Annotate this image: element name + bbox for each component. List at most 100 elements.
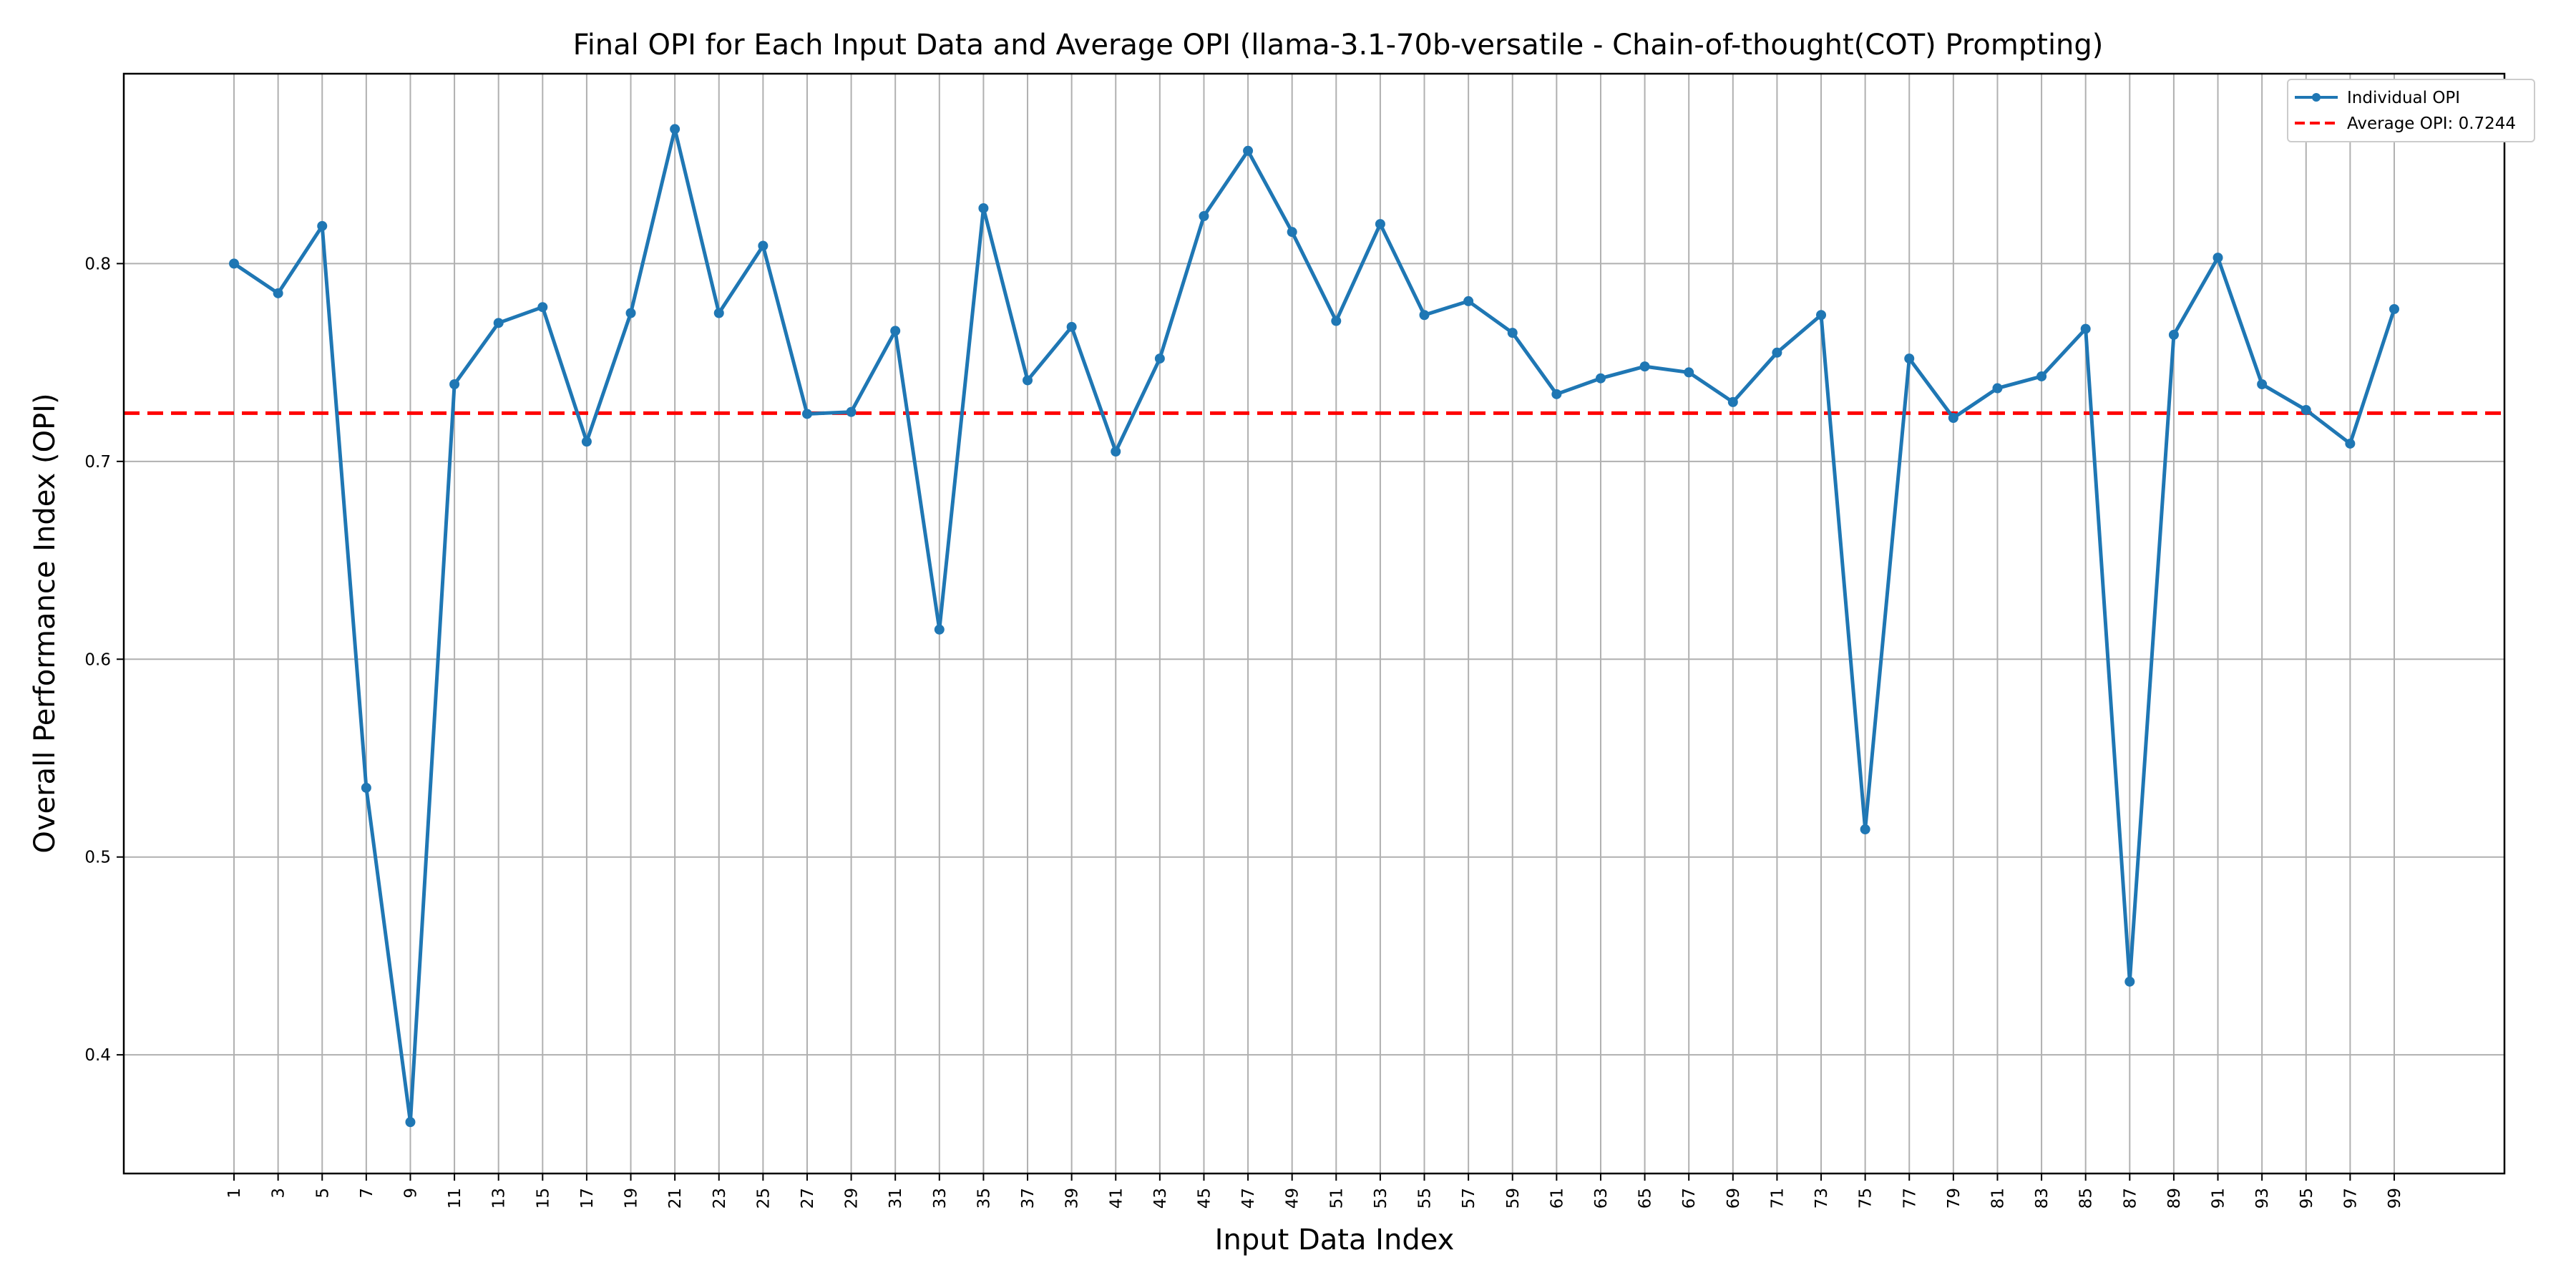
x-tick-label: 89: [2165, 1188, 2184, 1209]
data-point: [1023, 375, 1033, 386]
x-axis-label: Input Data Index: [1215, 1224, 1455, 1257]
x-tick-label: 37: [1019, 1188, 1038, 1209]
data-point: [1727, 396, 1738, 407]
data-point: [405, 1117, 416, 1128]
data-point: [758, 240, 769, 251]
x-tick-label: 1: [225, 1188, 244, 1199]
data-point: [2301, 404, 2311, 415]
data-point: [229, 258, 240, 269]
data-point: [1507, 328, 1518, 338]
data-point: [2036, 371, 2047, 381]
data-point: [978, 203, 989, 213]
data-point: [2389, 303, 2399, 314]
x-tick-label: 43: [1151, 1188, 1170, 1209]
x-tick-label: 91: [2210, 1188, 2228, 1209]
legend-series-marker: [2312, 93, 2321, 102]
data-point: [2080, 323, 2091, 334]
x-tick-label: 47: [1239, 1188, 1258, 1209]
data-point: [1595, 373, 1606, 384]
y-axis-label: Overall Performance Index (OPI): [29, 393, 62, 853]
x-tick-label: 97: [2341, 1188, 2360, 1209]
data-point: [625, 308, 636, 318]
data-point: [1904, 353, 1915, 364]
x-tick-label: 85: [2077, 1188, 2096, 1209]
x-tick-label: 67: [1680, 1188, 1699, 1209]
data-point: [1287, 227, 1297, 238]
data-point: [1375, 219, 1385, 230]
data-point: [1551, 389, 1562, 399]
x-tick-label: 27: [799, 1188, 817, 1209]
data-point: [846, 406, 857, 417]
x-tick-label: 29: [843, 1188, 862, 1209]
y-tick-label: 0.8: [84, 255, 111, 273]
data-point: [1772, 347, 1782, 358]
x-tick-label: 77: [1901, 1188, 1919, 1209]
data-point: [713, 308, 724, 318]
data-point: [1463, 296, 1474, 306]
x-tick-label: 83: [2033, 1188, 2051, 1209]
data-point: [2345, 438, 2356, 449]
x-tick-label: 13: [490, 1188, 509, 1209]
data-point: [1243, 145, 1254, 156]
data-point: [1066, 321, 1077, 332]
x-tick-label: 61: [1548, 1188, 1566, 1209]
data-point: [2257, 379, 2268, 390]
y-axis-ticks: 0.4 0.5 0.6 0.7 0.8: [84, 255, 124, 1065]
plot-frame: [122, 72, 2506, 1175]
x-tick-label: 25: [754, 1188, 773, 1209]
data-point: [801, 409, 812, 419]
x-tick-label: 33: [931, 1188, 950, 1209]
x-tick-label: 95: [2298, 1188, 2316, 1209]
y-tick-label: 0.5: [84, 849, 111, 867]
data-point: [537, 302, 548, 313]
data-point: [2168, 329, 2179, 340]
legend-series-label: Individual OPI: [2347, 89, 2460, 107]
data-point: [1860, 824, 1870, 834]
x-tick-label: 35: [975, 1188, 993, 1209]
x-tick-label: 51: [1327, 1188, 1346, 1209]
x-tick-label: 55: [1416, 1188, 1435, 1209]
y-tick-label: 0.6: [84, 650, 111, 669]
x-tick-label: 59: [1504, 1188, 1523, 1209]
x-axis-ticks: 1 3 5 7 9 11 13 15 17 19 21 23 25 27 29 31 33 35 37 39 41 43 4…: [225, 1174, 2404, 1209]
y-tick-label: 0.7: [84, 453, 111, 472]
data-point: [670, 124, 680, 135]
legend-frame: [2287, 79, 2535, 142]
data-point: [1816, 310, 1827, 321]
x-tick-label: 39: [1063, 1188, 1082, 1209]
x-tick-label: 65: [1636, 1188, 1655, 1209]
grid-lines: [124, 74, 2504, 1174]
data-point: [2124, 976, 2135, 987]
data-point: [1419, 310, 1430, 321]
data-point: [317, 220, 328, 231]
legend-average-label: Average OPI: 0.7244: [2347, 114, 2516, 133]
x-tick-label: 49: [1284, 1188, 1302, 1209]
data-point: [1992, 383, 2003, 394]
x-tick-label: 3: [270, 1188, 288, 1199]
x-tick-label: 81: [1989, 1188, 2007, 1209]
data-point: [1111, 446, 1121, 457]
data-point: [1684, 367, 1694, 378]
data-point: [581, 436, 592, 447]
x-tick-label: 75: [1857, 1188, 1875, 1209]
x-tick-label: 7: [358, 1188, 376, 1199]
data-point: [890, 326, 901, 336]
x-tick-label: 41: [1107, 1188, 1126, 1209]
x-tick-label: 73: [1813, 1188, 1831, 1209]
x-tick-label: 57: [1460, 1188, 1478, 1209]
data-point: [1199, 211, 1209, 222]
x-tick-label: 99: [2386, 1188, 2404, 1209]
x-tick-label: 31: [887, 1188, 905, 1209]
data-point: [1639, 361, 1650, 372]
y-tick-label: 0.4: [84, 1046, 111, 1065]
data-point: [273, 288, 283, 298]
data-point: [361, 782, 371, 793]
x-tick-label: 11: [446, 1188, 464, 1209]
data-point: [1331, 316, 1342, 326]
series-line: [233, 127, 2396, 1124]
chart-title: Final OPI for Each Input Data and Averag…: [573, 29, 2104, 62]
x-tick-label: 93: [2253, 1188, 2272, 1209]
data-point: [493, 318, 504, 328]
x-tick-label: 79: [1945, 1188, 1963, 1209]
x-tick-label: 53: [1372, 1188, 1390, 1209]
